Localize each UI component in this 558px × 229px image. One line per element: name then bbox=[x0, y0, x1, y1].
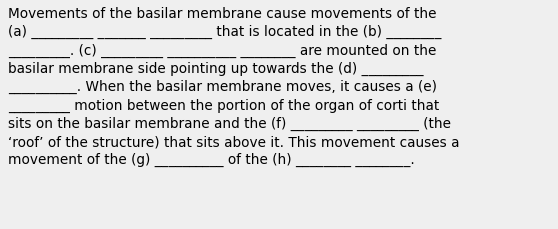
Text: Movements of the basilar membrane cause movements of the
(a) _________ _______ _: Movements of the basilar membrane cause … bbox=[8, 7, 459, 166]
